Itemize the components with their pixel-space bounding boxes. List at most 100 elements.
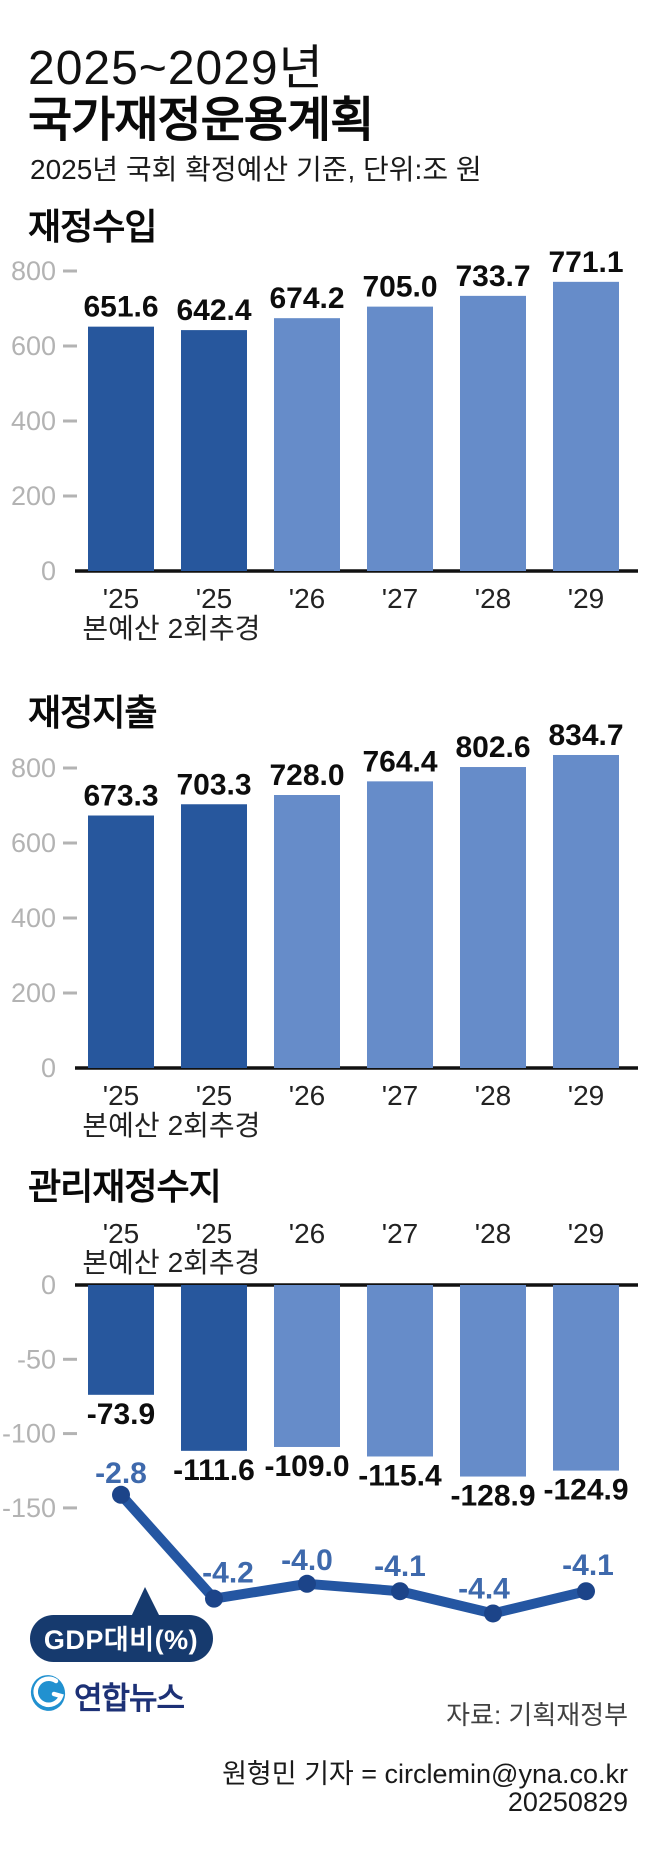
main-title-years: 2025~2029년 [28, 42, 324, 95]
bar-value-label: 651.6 [83, 291, 158, 324]
x-axis-category-label: '26 [289, 1080, 326, 1111]
bar [367, 781, 433, 1068]
x-axis-category-label: '27 [382, 583, 419, 614]
x-axis-category-label: 본예산 [82, 1110, 159, 1141]
y-axis-tick-label: 600 [11, 828, 56, 858]
reporter-byline: 원형민 기자 = circlemin@yna.co.kr [222, 1759, 628, 1789]
subtitle: 2025년 국회 확정예산 기준, 단위:조 원 [30, 154, 482, 185]
x-axis-category-label: '27 [382, 1218, 419, 1249]
x-axis-category-label: '28 [475, 1218, 512, 1249]
gdp-ratio-value-label: -4.2 [202, 1557, 254, 1590]
x-axis-category-label: '25 [103, 1218, 140, 1249]
gdp-ratio-point [205, 1589, 223, 1608]
balance-bar-line-chart: '25본예산'252회추경'26'27'28'290-50-100-150-73… [2, 1218, 638, 1662]
bar-value-label: 771.1 [548, 246, 623, 279]
gdp-ratio-line [116, 1489, 591, 1619]
x-axis-category-label: '28 [475, 583, 512, 614]
yonhap-logo-icon [30, 1673, 68, 1718]
x-axis-category-label: 2회추경 [168, 613, 261, 644]
bar [367, 1285, 433, 1457]
bar-value-label: 802.6 [455, 731, 530, 764]
x-axis-category-label: '28 [475, 1080, 512, 1111]
x-axis-category-label: 2회추경 [168, 1110, 261, 1141]
gdp-ratio-point [484, 1604, 502, 1623]
bar-value-label: -115.4 [358, 1459, 442, 1492]
x-axis-category-label: 본예산 [82, 1247, 159, 1278]
x-axis-category-label: 2회추경 [168, 1247, 261, 1278]
x-axis-category-label: '29 [568, 1080, 605, 1111]
bar-value-label: 705.0 [362, 271, 437, 304]
bar-value-label: 642.4 [176, 294, 251, 327]
bar-value-label: 674.2 [269, 282, 344, 315]
bar [181, 1285, 247, 1451]
expenditure-bar-chart: 800 600 400 200 0 673.3 703.3 728.0 764.4 802.6 83… [11, 719, 638, 1141]
bar [553, 754, 619, 1068]
gdp-ratio-value-label: -4.4 [458, 1572, 510, 1605]
y-axis-tick-label: -150 [2, 1493, 56, 1523]
bar [274, 318, 340, 571]
bar-value-label: 703.3 [176, 768, 251, 801]
bar-value-label: -111.6 [173, 1454, 255, 1487]
bar [88, 815, 154, 1068]
x-axis-category-label: '27 [382, 1080, 419, 1111]
y-axis-tick-label: 600 [11, 331, 56, 361]
gdp-ratio-point [298, 1574, 316, 1593]
x-axis-category-label: '29 [568, 583, 605, 614]
x-axis-category-label: '26 [289, 1218, 326, 1249]
y-axis-tick-label: 800 [11, 256, 56, 286]
gdp-ratio-point [112, 1485, 130, 1504]
bar-value-label: -109.0 [264, 1450, 349, 1483]
x-axis-category-label: '25 [196, 1218, 233, 1249]
bar-value-label: -73.9 [87, 1398, 155, 1431]
y-axis-tick-label: 400 [11, 903, 56, 933]
bar-value-label: 728.0 [269, 759, 344, 792]
source-credit: 자료: 기획재정부 [446, 1700, 628, 1730]
bar [367, 306, 433, 571]
x-axis-category-label: '26 [289, 583, 326, 614]
bar-value-label: -128.9 [450, 1480, 535, 1513]
gdp-ratio-value-label: -4.0 [281, 1544, 333, 1577]
gdp-ratio-value-label: -4.1 [374, 1550, 426, 1583]
gdp-ratio-value-label: -2.8 [95, 1457, 147, 1490]
bar-value-label: 764.4 [362, 745, 437, 778]
gdp-ratio-legend-label: GDP대비(%) [44, 1625, 198, 1655]
bar [181, 804, 247, 1068]
bar [553, 281, 619, 571]
x-axis-category-label: '25 [196, 583, 233, 614]
gdp-ratio-legend-pill [30, 1615, 213, 1662]
y-axis-tick-label: 400 [11, 406, 56, 436]
x-axis-category-label: '25 [196, 1080, 233, 1111]
bar [460, 767, 526, 1068]
publish-date: 20250829 [507, 1787, 628, 1817]
bar [460, 295, 526, 571]
bar-value-label: -124.9 [543, 1474, 628, 1507]
bar [88, 326, 154, 571]
bar-value-label: 733.7 [455, 260, 530, 293]
balance-chart-title: 관리재정수지 [28, 1166, 222, 1207]
bar-value-label: 834.7 [548, 719, 623, 752]
x-axis-category-label: '25 [103, 583, 140, 614]
y-axis-tick-label: -50 [17, 1344, 56, 1374]
y-axis-tick-label: 800 [11, 753, 56, 783]
bar [88, 1285, 154, 1395]
revenue-chart-title: 재정수입 [28, 206, 157, 247]
y-axis-tick-label: -100 [2, 1419, 56, 1449]
bar [553, 1285, 619, 1471]
y-axis-tick-label: 0 [41, 1053, 56, 1083]
bar [181, 330, 247, 571]
y-axis-tick-label: 200 [11, 978, 56, 1008]
bar-value-label: 673.3 [83, 780, 158, 813]
x-axis-category-label: '29 [568, 1218, 605, 1249]
x-axis-category-label: '25 [103, 1080, 140, 1111]
main-title: 국가재정운용계획 [28, 94, 374, 147]
x-axis-category-label: 본예산 [82, 613, 159, 644]
y-axis-tick-label: 0 [41, 1270, 56, 1300]
y-axis-tick-label: 0 [41, 556, 56, 586]
bar [274, 1285, 340, 1447]
y-axis-tick-label: 200 [11, 481, 56, 511]
gdp-ratio-point [391, 1582, 409, 1601]
bar [460, 1285, 526, 1477]
revenue-bar-chart: 800 600 400 200 0 651.6 642.4 674.2 705.0 733.7 77… [11, 246, 638, 644]
yonhap-logo: 연합뉴스 [30, 1673, 185, 1718]
